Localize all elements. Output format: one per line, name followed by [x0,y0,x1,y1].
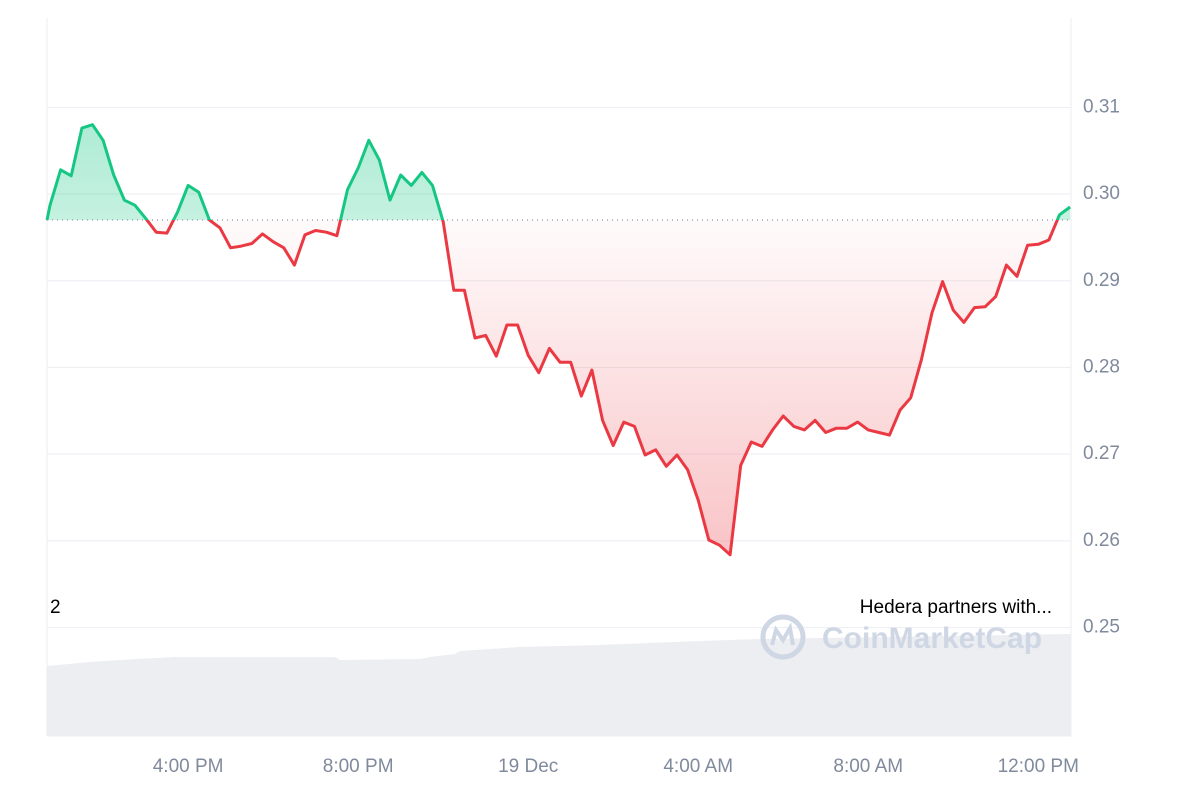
price-line [45,123,1071,557]
x-tick-label: 8:00 AM [833,756,903,777]
y-tick-label: 0.29 [1083,270,1120,291]
event-marker: 2 [50,597,61,618]
x-tick-label: 19 Dec [498,756,558,777]
y-tick-label: 0.25 [1083,617,1120,638]
watermark: CoinMarketCap [822,622,1042,655]
price-area [47,124,1071,555]
x-tick-label: 8:00 PM [323,756,394,777]
volume-area [47,634,1071,736]
x-tick-label: 4:00 AM [663,756,733,777]
y-tick-label: 0.27 [1083,443,1120,464]
y-tick-label: 0.31 [1083,96,1120,117]
y-tick-label: 0.28 [1083,356,1120,377]
watermark-logo [760,614,806,660]
x-tick-label: 4:00 PM [153,756,224,777]
y-tick-label: 0.30 [1083,183,1120,204]
watermark-logo-mark [770,622,795,646]
y-tick-label: 0.26 [1083,530,1120,551]
x-tick-label: 12:00 PM [998,756,1079,777]
news-annotation: Hedera partners with... [860,597,1052,618]
